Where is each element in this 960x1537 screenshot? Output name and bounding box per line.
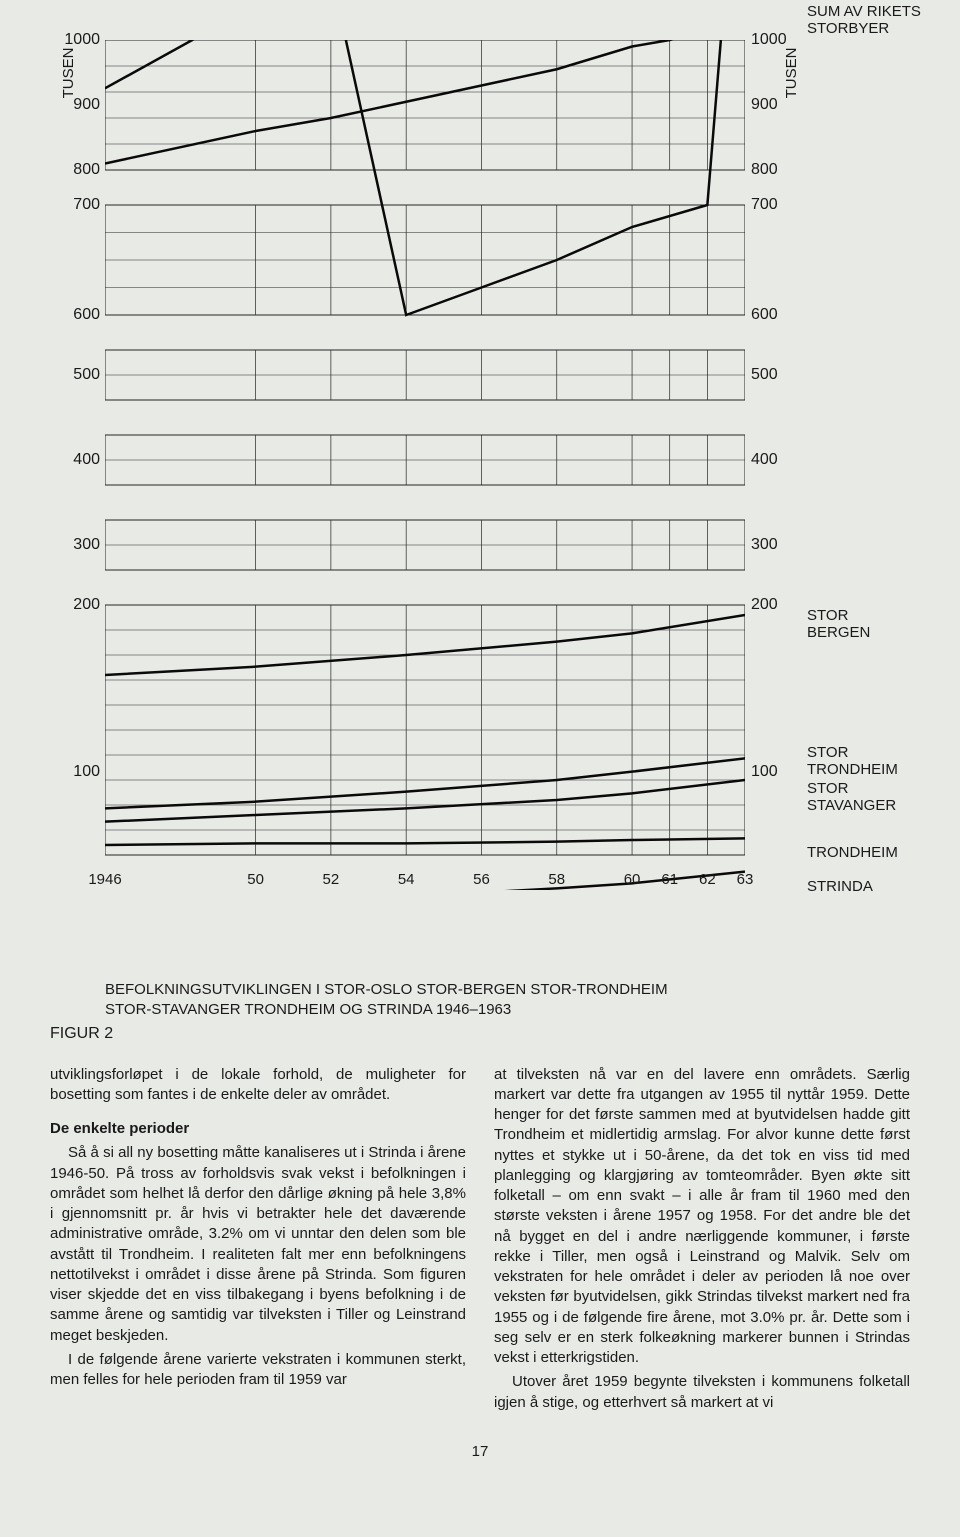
right-p2: Utover året 1959 begynte tilveksten i ko… xyxy=(494,1372,910,1413)
body-text-columns: utviklingsforløpet i de lokale forhold, … xyxy=(50,1065,910,1417)
figure-label: FIGUR 2 xyxy=(50,1025,910,1043)
right-column: at tilveksten nå var en del lavere enn o… xyxy=(494,1065,910,1417)
left-p1: utviklingsforløpet i de lokale forhold, … xyxy=(50,1065,466,1106)
chart-svg xyxy=(105,40,745,890)
chart-caption: BEFOLKNINGSUTVIKLINGEN I STOR-OSLO STOR-… xyxy=(50,980,910,1021)
page-number: 17 xyxy=(50,1443,910,1460)
caption-line-1: BEFOLKNINGSUTVIKLINGEN I STOR-OSLO STOR-… xyxy=(105,980,910,1000)
section-heading: De enkelte perioder xyxy=(50,1119,466,1139)
left-p3: I de følgende årene varierte vekstraten … xyxy=(50,1350,466,1391)
population-chart: 1000100090090080080070070060060050050040… xyxy=(50,40,910,960)
right-p1: at tilveksten nå var en del lavere enn o… xyxy=(494,1065,910,1369)
left-p2: Så å si all ny bosetting måtte kanaliser… xyxy=(50,1143,466,1346)
caption-line-2: STOR-STAVANGER TRONDHEIM OG STRINDA 1946… xyxy=(105,1000,910,1020)
left-column: utviklingsforløpet i de lokale forhold, … xyxy=(50,1065,466,1417)
